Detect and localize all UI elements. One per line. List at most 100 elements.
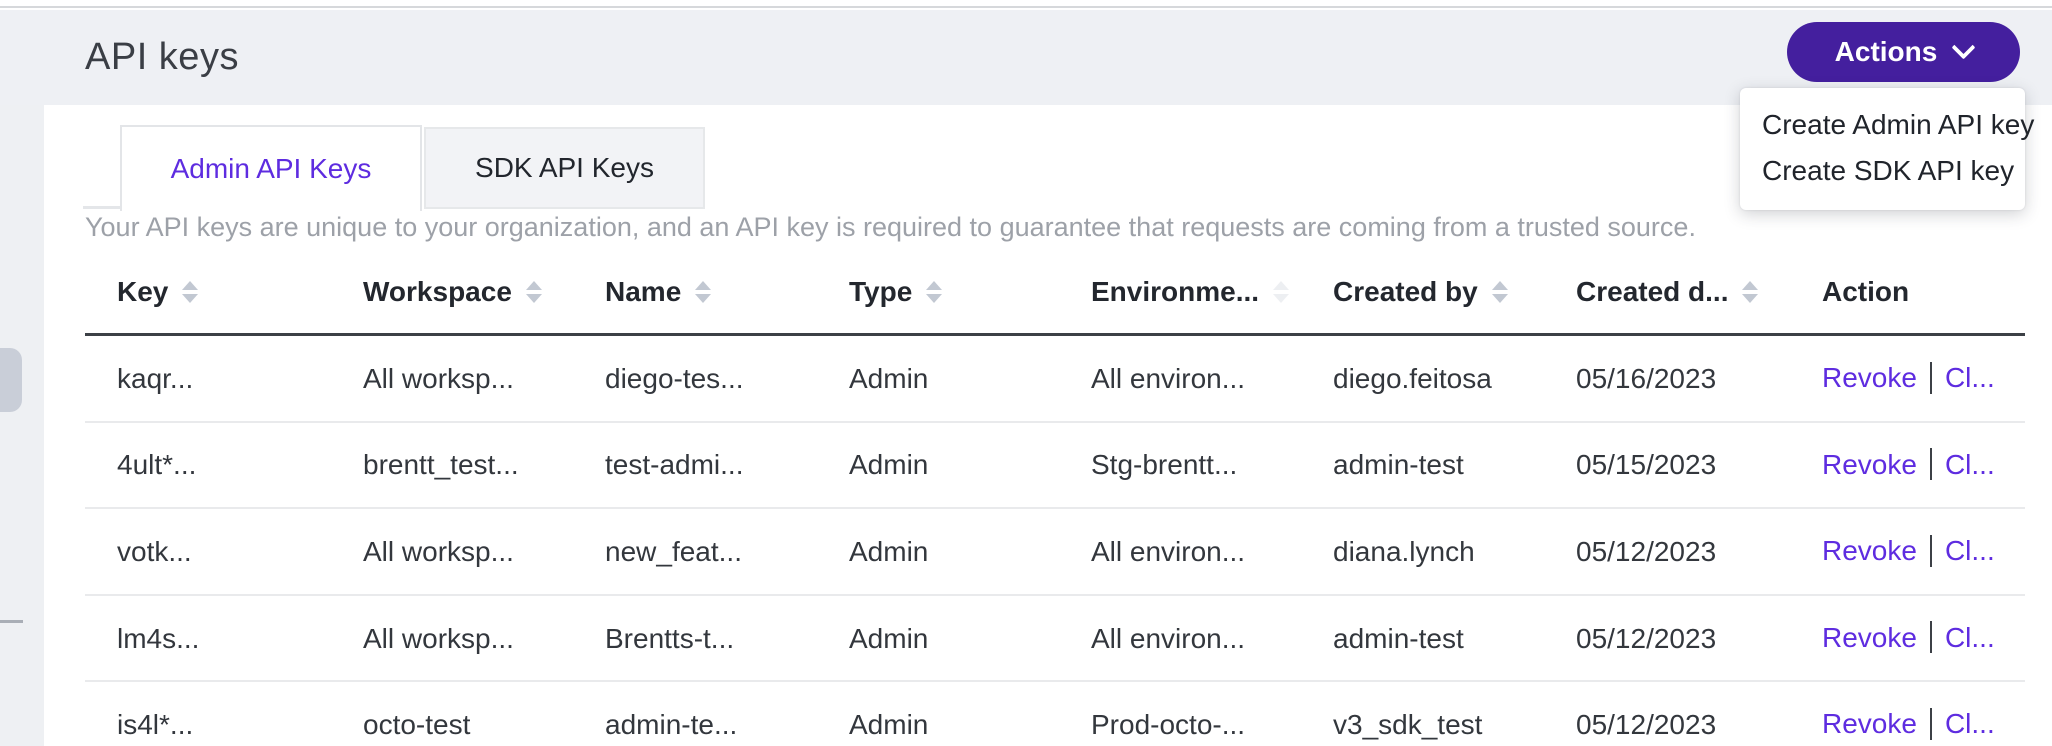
revoke-link[interactable]: Revoke (1822, 362, 1917, 393)
cell-key: kaqr... (85, 334, 363, 423)
column-header-created_date[interactable]: Created d... (1576, 260, 1822, 336)
action-divider (1929, 621, 1932, 654)
column-label: Workspace (363, 276, 512, 307)
column-header-workspace[interactable]: Workspace (363, 260, 605, 336)
sort-icon[interactable] (1491, 280, 1508, 303)
api-keys-table: Key Workspace Name Type Environme... Created … (85, 260, 2025, 746)
cell-name: admin-te... (605, 681, 849, 746)
cell-created_date: 05/12/2023 (1576, 681, 1822, 746)
cell-key: lm4s... (85, 594, 363, 683)
cell-created_date: 05/15/2023 (1576, 421, 1822, 510)
page-header (0, 10, 2052, 105)
table-row: kaqr... All worksp... diego-tes... Admin All… (85, 334, 2025, 423)
tab-label: Admin API Keys (170, 153, 372, 184)
clone-link[interactable]: Cl... (1944, 535, 1995, 567)
cell-name: test-admi... (605, 421, 849, 510)
column-header-key[interactable]: Key (85, 260, 363, 336)
clone-link[interactable]: Cl... (1944, 362, 1995, 393)
clone-link[interactable]: Cl... (1944, 621, 1995, 653)
cell-workspace: All worksp... (363, 508, 605, 596)
table-row: is4l*... octo-test admin-te... Admin Prod-oc… (85, 681, 2025, 746)
cell-created_date: 05/12/2023 (1576, 594, 1822, 683)
action-divider (1929, 708, 1932, 741)
cell-action: Revoke Cl... (1822, 421, 2025, 510)
description-text: Your API keys are unique to your organiz… (85, 212, 1696, 242)
table-row: lm4s... All worksp... Brentts-t... Admin All… (85, 594, 2025, 683)
cell-workspace: All worksp... (363, 594, 605, 683)
column-header-created_by[interactable]: Created by (1333, 260, 1576, 336)
menu-item-create-admin-api-key[interactable]: Create Admin API key (1762, 109, 2035, 140)
actions-menu: Create Admin API key Create SDK API key (1740, 88, 2035, 210)
cell-key: is4l*... (85, 681, 363, 746)
scrollbar-thumb[interactable] (0, 348, 22, 412)
cell-environment: All environ... (1091, 508, 1333, 596)
rail-divider (0, 620, 23, 623)
revoke-link[interactable]: Revoke (1822, 708, 1917, 740)
cell-created_by: admin-test (1333, 421, 1576, 510)
tab-sdk-api-keys[interactable]: SDK API Keys (424, 127, 705, 209)
cell-created_by: v3_sdk_test (1333, 681, 1576, 746)
cell-action: Revoke Cl... (1822, 681, 2025, 746)
action-divider (1929, 534, 1932, 567)
cell-environment: Prod-octo-... (1091, 681, 1333, 746)
chevron-down-icon (1951, 34, 1976, 60)
cell-key: 4ult*... (85, 421, 363, 510)
clone-link[interactable]: Cl... (1944, 448, 1995, 480)
column-label: Key (117, 276, 169, 307)
sort-icon[interactable] (926, 280, 943, 303)
column-label: Created by (1333, 276, 1478, 307)
revoke-link[interactable]: Revoke (1822, 621, 1917, 653)
table-row: votk... All worksp... new_feat... Admin All … (85, 508, 2025, 596)
sort-icon[interactable] (695, 280, 712, 303)
cell-type: Admin (849, 508, 1091, 596)
column-label: Name (605, 276, 682, 307)
table-header-row: Key Workspace Name Type Environme... Created … (85, 260, 2025, 336)
clone-link[interactable]: Cl... (1944, 708, 1995, 740)
cell-environment: All environ... (1091, 594, 1333, 683)
cell-type: Admin (849, 334, 1091, 423)
column-header-name[interactable]: Name (605, 260, 849, 336)
tab-admin-api-keys[interactable]: Admin API Keys (120, 125, 422, 211)
cell-environment: Stg-brentt... (1091, 421, 1333, 510)
cell-type: Admin (849, 681, 1091, 746)
cell-action: Revoke Cl... (1822, 508, 2025, 596)
cell-action: Revoke Cl... (1822, 594, 2025, 683)
menu-item-create-sdk-api-key[interactable]: Create SDK API key (1762, 155, 2015, 186)
action-divider (1929, 448, 1932, 481)
cell-type: Admin (849, 421, 1091, 510)
cell-created_date: 05/16/2023 (1576, 334, 1822, 423)
cell-name: Brentts-t... (605, 594, 849, 683)
tab-strip-line (83, 206, 120, 209)
page-title: API keys (85, 36, 239, 78)
cell-action: Revoke Cl... (1822, 334, 2025, 423)
column-header-environment[interactable]: Environme... (1091, 260, 1333, 336)
cell-type: Admin (849, 594, 1091, 683)
cell-name: diego-tes... (605, 334, 849, 423)
cell-name: new_feat... (605, 508, 849, 596)
left-rail (0, 105, 44, 746)
action-divider (1929, 361, 1932, 394)
column-label: Type (849, 276, 913, 307)
revoke-link[interactable]: Revoke (1822, 448, 1917, 480)
cell-created_by: diego.feitosa (1333, 334, 1576, 423)
column-header-action: Action (1822, 260, 2025, 336)
sort-icon[interactable] (182, 280, 199, 303)
column-label: Environme... (1091, 276, 1260, 307)
cell-workspace: brentt_test... (363, 421, 605, 510)
sort-icon[interactable] (1273, 280, 1290, 303)
actions-button-label: Actions (1834, 36, 1938, 67)
actions-button[interactable]: Actions (1787, 22, 2020, 82)
sort-icon[interactable] (1742, 280, 1759, 303)
cell-workspace: octo-test (363, 681, 605, 746)
window-top-edge (0, 0, 2052, 8)
revoke-link[interactable]: Revoke (1822, 535, 1917, 567)
cell-environment: All environ... (1091, 334, 1333, 423)
column-header-type[interactable]: Type (849, 260, 1091, 336)
sort-icon[interactable] (525, 280, 542, 303)
cell-created_by: admin-test (1333, 594, 1576, 683)
tab-label: SDK API Keys (475, 152, 654, 183)
cell-created_date: 05/12/2023 (1576, 508, 1822, 596)
table-row: 4ult*... brentt_test... test-admi... Admin S… (85, 421, 2025, 510)
cell-created_by: diana.lynch (1333, 508, 1576, 596)
column-label: Action (1822, 276, 1910, 307)
